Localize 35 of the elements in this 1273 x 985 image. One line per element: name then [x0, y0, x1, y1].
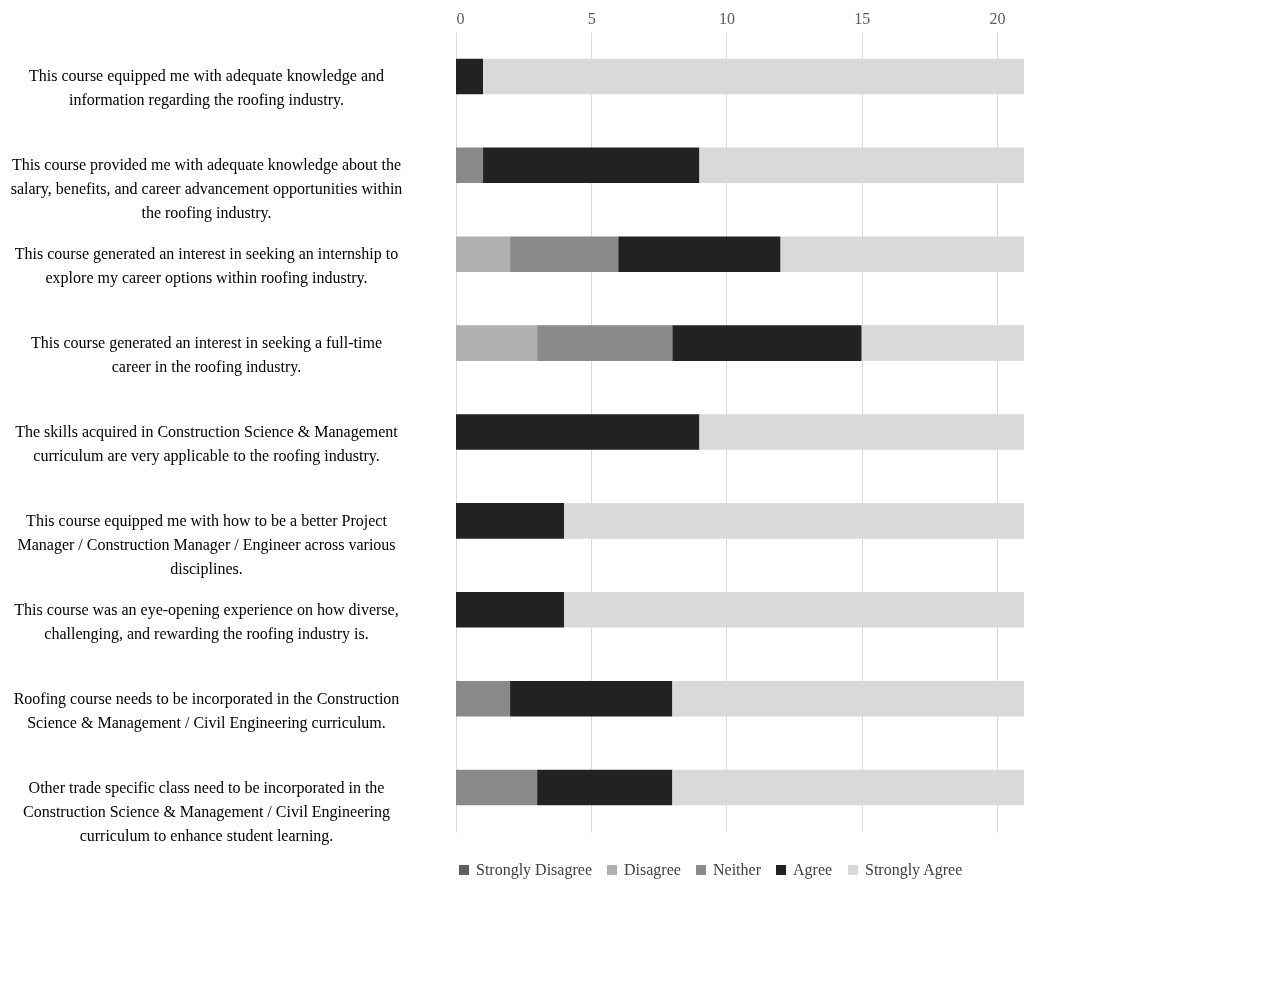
bar	[456, 592, 565, 628]
bar	[483, 147, 700, 184]
y-tick-label: Other trade specific class need to be incorporated in the Construction Science & Management / Civil Engineering curriculum to enhance student learning.	[22, 778, 391, 845]
bar	[456, 58, 484, 95]
x-tick-label: 20	[989, 9, 1006, 27]
bar	[456, 769, 538, 806]
bar	[537, 325, 673, 361]
x-tick-label: 15	[854, 9, 871, 27]
legend-label: Agree	[793, 861, 833, 879]
bar	[456, 680, 511, 717]
bar	[618, 236, 781, 272]
bar	[456, 325, 538, 361]
bar	[672, 325, 862, 361]
bar	[537, 769, 673, 806]
y-tick-label: This course was an eye-opening experience on how diverse, challenging, and rewarding the roofing industry is.	[14, 600, 399, 643]
x-tick-label: 0	[456, 9, 465, 27]
y-tick-label: This course equipped me with adequate knowledge and information regarding the roofing industry.	[29, 67, 384, 110]
bar	[456, 147, 484, 184]
bar	[456, 503, 565, 539]
y-tick-label: This course generated an interest in seeking a full-time career in the roofing industry.	[31, 334, 382, 377]
y-tick-label: This course provided me with adequate knowledge about the salary, benefits, and career advancement opportunities within the roofing industry.	[10, 156, 403, 223]
x-tick-label: 10	[718, 9, 735, 27]
legend-label: Disagree	[624, 861, 681, 879]
bar	[510, 680, 673, 717]
legend-label: Strongly Agree	[865, 861, 963, 879]
legend-label: Strongly Disagree	[476, 861, 592, 879]
y-tick-label: This course equipped me with how to be a better Project Manager / Construction Manager / Engineer across various disciplines.	[17, 511, 396, 578]
bar	[510, 236, 619, 272]
legend-label: Neither	[713, 861, 762, 878]
y-tick-label: Roofing course needs to be incorporated in the Construction Science & Management / Civil Engineering curriculum.	[13, 689, 400, 732]
bar	[456, 236, 511, 272]
bar	[456, 414, 700, 450]
y-tick-label: This course generated an interest in seeking an internship to explore my career options within roofing industry.	[14, 245, 399, 288]
y-tick-label: The skills acquired in Construction Science & Management curriculum are very applicable to the roofing industry.	[15, 423, 399, 465]
x-tick-label: 5	[587, 9, 596, 27]
